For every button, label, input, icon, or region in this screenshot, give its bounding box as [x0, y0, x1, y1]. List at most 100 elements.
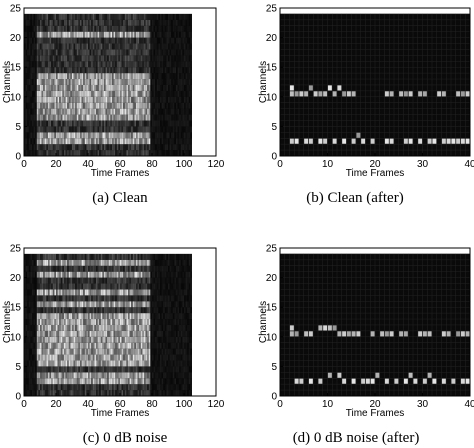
heatmap-cell: [88, 144, 90, 151]
heatmap-cell: [148, 49, 151, 56]
heatmap-cell: [132, 342, 135, 349]
heatmap-cell: [126, 61, 128, 68]
heatmap-cell: [332, 138, 337, 144]
heatmap-cell: [163, 307, 165, 314]
heatmap-cell: [52, 324, 55, 331]
heatmap-cell: [166, 13, 168, 20]
heatmap-cell: [136, 102, 138, 109]
heatmap-cell: [172, 43, 175, 50]
heatmap-cell: [174, 144, 176, 151]
heatmap-cell: [54, 277, 56, 284]
heatmap-cell: [97, 114, 100, 121]
heatmap-cell: [27, 265, 29, 272]
heatmap-cell: [187, 366, 189, 373]
heatmap-cell: [187, 132, 189, 139]
heatmap-cell: [308, 85, 313, 91]
heatmap-cell: [118, 313, 120, 320]
heatmap-cell: [116, 132, 119, 139]
heatmap-cell: [171, 295, 173, 302]
heatmap-cell: [152, 43, 154, 50]
heatmap-cell: [104, 67, 106, 74]
heatmap-cell: [134, 49, 136, 56]
heatmap-cell: [60, 283, 63, 290]
heatmap-cell: [160, 79, 162, 85]
heatmap-cell: [108, 25, 111, 32]
heatmap-cell: [46, 336, 48, 343]
heatmap-cell: [156, 37, 159, 44]
heatmap-cell: [163, 114, 165, 121]
heatmap-cell: [65, 271, 68, 278]
heatmap-cell: [51, 384, 53, 391]
heatmap-cell: [56, 289, 58, 296]
heatmap-cell: [188, 330, 191, 337]
heatmap-cell: [41, 90, 44, 97]
heatmap-cell: [89, 102, 92, 109]
heatmap-cell: [139, 283, 141, 290]
heatmap-cell: [40, 307, 42, 314]
heatmap-cell: [70, 96, 72, 103]
heatmap-cell: [156, 283, 159, 290]
heatmap-cell: [104, 336, 106, 343]
heatmap-cell: [59, 67, 61, 74]
heatmap-cell: [161, 138, 164, 145]
heatmap-cell: [136, 61, 138, 68]
heatmap-cell: [105, 90, 108, 97]
heatmap-cell: [97, 354, 100, 361]
heatmap-cell: [84, 277, 87, 284]
heatmap-cell: [142, 19, 144, 26]
heatmap-cell: [102, 19, 104, 26]
heatmap-cell: [72, 289, 74, 296]
heatmap-cell: [48, 271, 50, 278]
heatmap-cell: [92, 354, 95, 361]
heatmap-cell: [56, 67, 58, 74]
heatmap-cell: [124, 55, 127, 62]
heatmap-cell: [56, 330, 58, 337]
heatmap-cell: [155, 114, 157, 121]
heatmap-cell: [60, 67, 63, 74]
heatmap-cell: [92, 390, 95, 396]
y-tick-label: 10: [266, 92, 278, 103]
heatmap-cell: [62, 324, 64, 331]
heatmap-cell: [148, 126, 151, 133]
heatmap-cell: [68, 313, 71, 320]
heatmap-cell: [88, 283, 90, 290]
heatmap-cell: [168, 55, 170, 62]
heatmap-cell: [48, 144, 50, 151]
heatmap-cell: [88, 342, 90, 349]
heatmap-cell: [72, 90, 74, 97]
heatmap-cell: [86, 342, 88, 349]
heatmap-cell: [118, 132, 120, 139]
heatmap-cell: [100, 120, 103, 127]
heatmap-cell: [24, 295, 26, 302]
heatmap-cell: [172, 289, 175, 296]
heatmap-cell: [123, 90, 125, 97]
heatmap-cell: [72, 330, 74, 337]
heatmap-cell: [84, 265, 87, 272]
heatmap-cell: [139, 61, 141, 68]
heatmap-cell: [150, 102, 152, 109]
heatmap-cell: [176, 384, 178, 391]
heatmap-cell: [60, 132, 63, 139]
heatmap-cell: [57, 390, 60, 396]
heatmap-cell: [73, 138, 76, 145]
heatmap-cell: [92, 144, 95, 151]
heatmap-cell: [190, 307, 192, 314]
heatmap-cell: [164, 114, 167, 121]
heatmap-cell: [83, 289, 85, 296]
heatmap-cell: [35, 307, 37, 314]
heatmap-cell: [155, 108, 157, 115]
heatmap-cell: [153, 324, 156, 331]
heatmap-cell: [28, 390, 31, 396]
heatmap-cell: [49, 342, 52, 349]
heatmap-cell: [36, 330, 39, 337]
heatmap-cell: [32, 324, 34, 331]
heatmap-cell: [70, 126, 72, 133]
heatmap-cell: [187, 354, 189, 361]
heatmap-cell: [28, 313, 31, 320]
heatmap-cell: [30, 150, 32, 156]
heatmap-cell: [142, 61, 144, 68]
heatmap-cell: [152, 144, 154, 151]
heatmap-cell: [148, 43, 151, 50]
heatmap-cell: [68, 13, 71, 20]
heatmap-cell: [80, 265, 82, 272]
